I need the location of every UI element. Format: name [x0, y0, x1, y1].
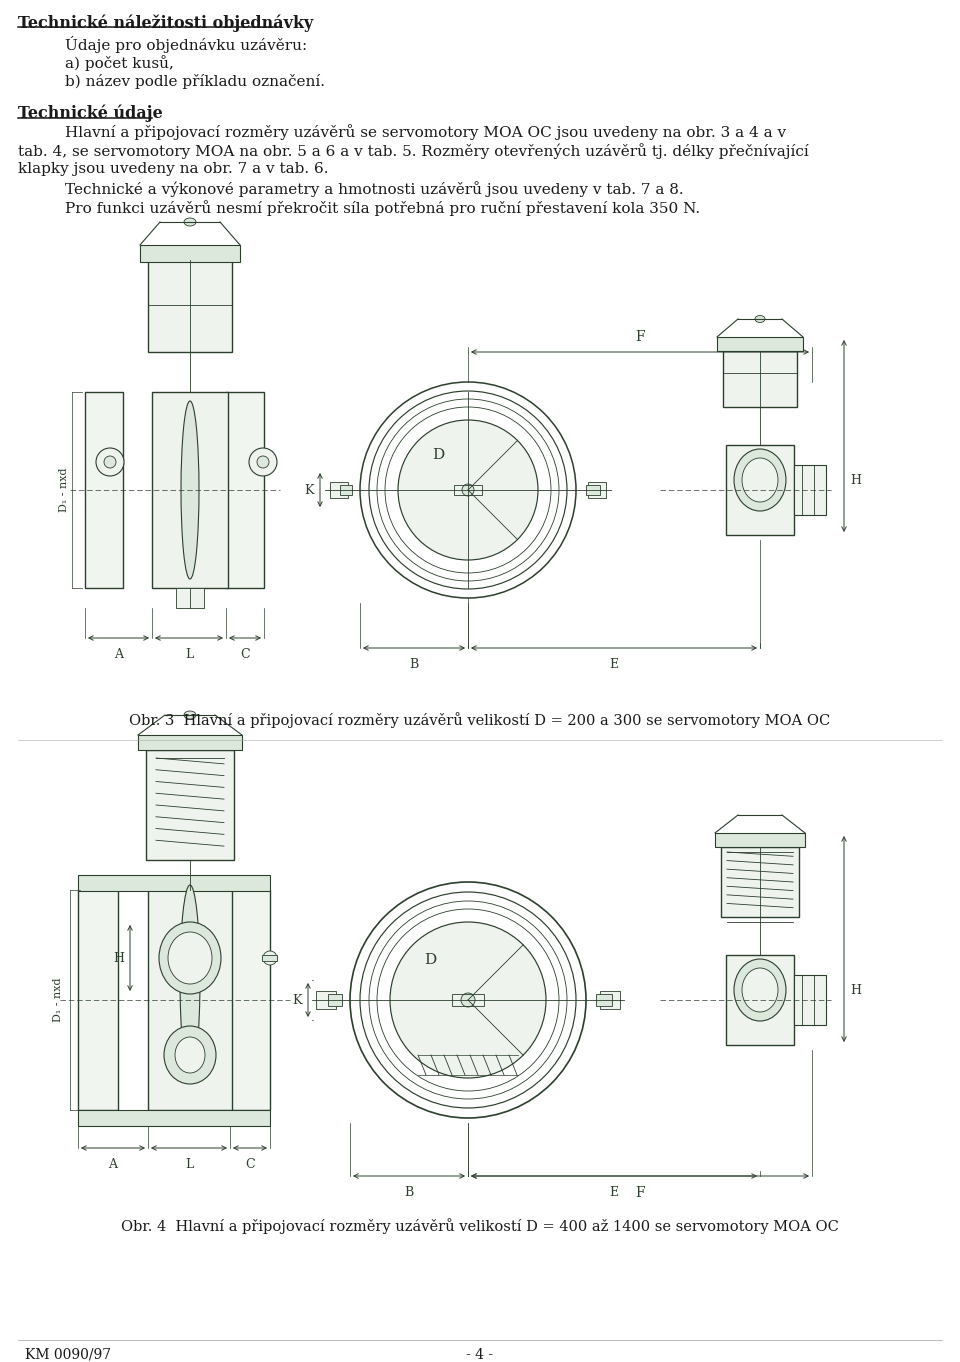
Ellipse shape: [755, 316, 765, 323]
Bar: [340, 485, 352, 494]
Text: Údaje pro objednávku uzávěru:: Údaje pro objednávku uzávěru:: [65, 35, 307, 53]
Text: Obr. 3  Hlavní a připojovací rozměry uzávěrů velikostí D = 200 a 300 se servomot: Obr. 3 Hlavní a připojovací rozměry uzáv…: [130, 712, 830, 727]
Bar: [726, 955, 794, 1045]
Bar: [586, 485, 600, 494]
Ellipse shape: [175, 1036, 205, 1073]
Text: F: F: [636, 330, 645, 345]
Bar: [715, 834, 805, 847]
Text: Technické náležitosti objednávky: Technické náležitosti objednávky: [18, 14, 313, 31]
Text: Hlavní a připojovací rozměry uzávěrů se servomotory MOA OC jsou uvedeny na obr. : Hlavní a připojovací rozměry uzávěrů se …: [65, 124, 786, 140]
Text: C: C: [240, 648, 250, 661]
Bar: [152, 392, 228, 588]
Text: b) název podle příkladu označení.: b) název podle příkladu označení.: [65, 74, 325, 89]
Ellipse shape: [742, 458, 778, 503]
Bar: [794, 975, 826, 1026]
Text: H: H: [850, 474, 861, 486]
Ellipse shape: [96, 448, 124, 475]
Bar: [600, 992, 620, 1009]
Bar: [146, 750, 234, 859]
Text: L: L: [185, 648, 193, 661]
Ellipse shape: [462, 484, 474, 496]
Ellipse shape: [742, 968, 778, 1012]
Ellipse shape: [249, 448, 277, 475]
Ellipse shape: [461, 993, 475, 1007]
Bar: [454, 485, 482, 494]
Bar: [328, 994, 342, 1007]
Text: B: B: [409, 658, 419, 671]
Bar: [226, 392, 264, 588]
Text: D: D: [424, 953, 436, 967]
Bar: [262, 955, 277, 962]
Ellipse shape: [159, 922, 221, 994]
Ellipse shape: [184, 218, 196, 226]
Bar: [316, 992, 336, 1009]
Ellipse shape: [263, 951, 277, 966]
Text: A: A: [114, 648, 123, 661]
Text: a) počet kusů,: a) počet kusů,: [65, 54, 174, 71]
Text: L: L: [185, 1158, 193, 1171]
Bar: [138, 735, 242, 750]
Ellipse shape: [390, 922, 546, 1077]
Text: F: F: [636, 1186, 645, 1200]
Bar: [721, 847, 799, 917]
Text: E: E: [610, 658, 618, 671]
Text: H: H: [113, 952, 124, 964]
Text: tab. 4, se servomotory MOA na obr. 5 a 6 a v tab. 5. Rozměry otevřených uzávěrů : tab. 4, se servomotory MOA na obr. 5 a 6…: [18, 143, 808, 159]
Bar: [596, 994, 612, 1007]
Text: D: D: [432, 448, 444, 462]
Text: B: B: [404, 1186, 414, 1199]
Ellipse shape: [398, 419, 538, 560]
Bar: [794, 464, 826, 515]
Text: H: H: [850, 983, 861, 997]
Bar: [726, 445, 794, 535]
Text: C: C: [245, 1158, 254, 1171]
Text: klapky jsou uvedeny na obr. 7 a v tab. 6.: klapky jsou uvedeny na obr. 7 a v tab. 6…: [18, 162, 328, 176]
Text: D₁ - nxd: D₁ - nxd: [53, 978, 63, 1023]
Text: KM 0090/97: KM 0090/97: [25, 1348, 111, 1362]
Text: Obr. 4  Hlavní a připojovací rozměry uzávěrů velikostí D = 400 až 1400 se servom: Obr. 4 Hlavní a připojovací rozměry uzáv…: [121, 1218, 839, 1234]
Text: Pro funkci uzávěrů nesmí překročit síla potřebná pro ruční přestavení kola 350 N: Pro funkci uzávěrů nesmí překročit síla …: [65, 200, 700, 215]
Ellipse shape: [184, 711, 196, 719]
Text: E: E: [610, 1186, 618, 1199]
Bar: [452, 994, 484, 1007]
Ellipse shape: [257, 456, 269, 469]
Text: Technické a výkonové parametry a hmotnosti uzávěrů jsou uvedeny v tab. 7 a 8.: Technické a výkonové parametry a hmotnos…: [65, 181, 684, 197]
Bar: [148, 260, 232, 351]
Text: K: K: [293, 993, 302, 1007]
Bar: [330, 482, 348, 498]
Text: Technické údaje: Technické údaje: [18, 104, 163, 121]
Ellipse shape: [181, 400, 199, 579]
Bar: [717, 336, 803, 351]
Text: D₁ - nxd: D₁ - nxd: [59, 467, 69, 512]
Bar: [588, 482, 606, 498]
Bar: [85, 392, 123, 588]
Text: K: K: [304, 484, 314, 497]
Text: A: A: [108, 1158, 117, 1171]
Ellipse shape: [104, 456, 116, 469]
Ellipse shape: [734, 959, 786, 1022]
Ellipse shape: [180, 885, 200, 1075]
Bar: [78, 1110, 270, 1126]
Text: - 4 -: - 4 -: [467, 1348, 493, 1362]
Bar: [140, 245, 240, 262]
Bar: [148, 889, 232, 1110]
Bar: [78, 889, 118, 1110]
Ellipse shape: [168, 932, 212, 983]
Ellipse shape: [164, 1026, 216, 1084]
Bar: [78, 874, 270, 891]
Bar: [723, 351, 797, 407]
Bar: [176, 588, 204, 607]
Bar: [230, 889, 270, 1110]
Ellipse shape: [734, 449, 786, 511]
